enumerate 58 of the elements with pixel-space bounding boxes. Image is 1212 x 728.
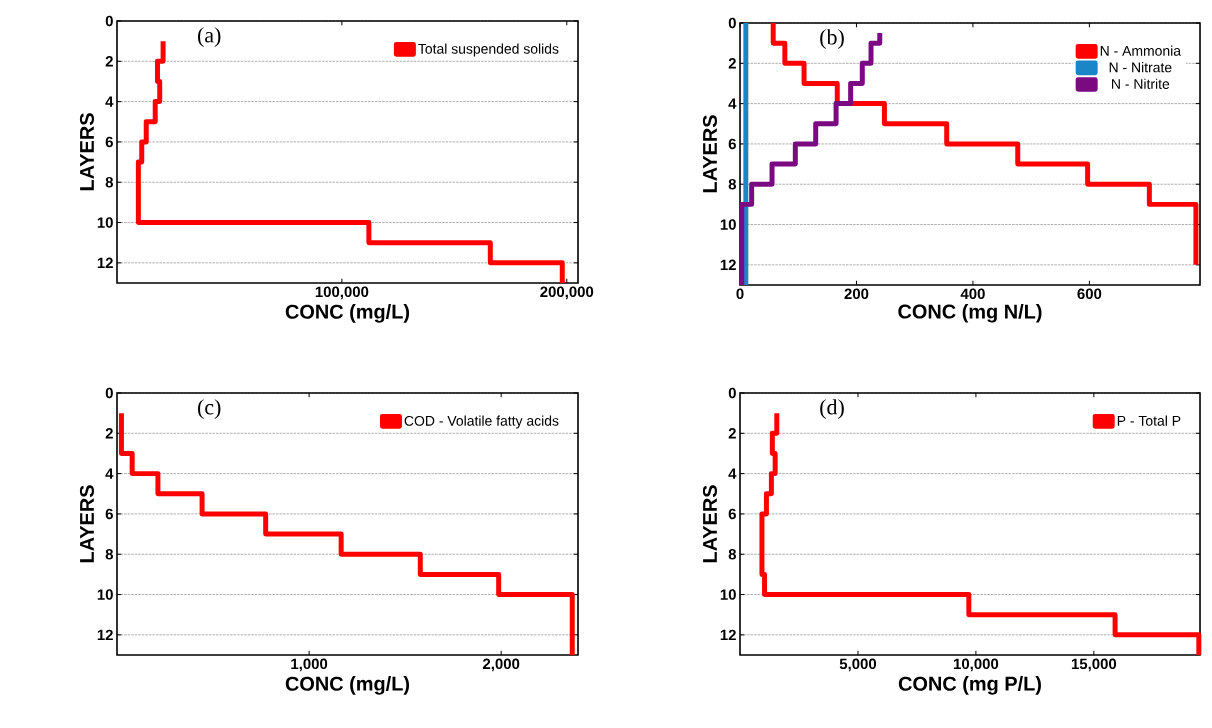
y-tick-label: 0: [728, 17, 736, 29]
x-tick-label: 15,000: [1071, 658, 1117, 672]
chart-title: (a): [198, 27, 221, 48]
y-tick-label: 12: [720, 259, 736, 271]
chart-title: (c): [198, 399, 221, 420]
chart-title: (b): [820, 29, 844, 50]
x-axis-title: CONC (mg N/L): [898, 303, 1042, 323]
legend-label: Total suspended solids: [418, 43, 559, 57]
x-axis-title: CONC (mg/L): [285, 304, 410, 323]
y-tick-label: 8: [728, 548, 737, 560]
x-tick-label: 10,000: [953, 658, 999, 672]
chart-title: (d): [820, 399, 844, 420]
y-tick-label: 0: [105, 387, 113, 399]
y-axis-title: LAYERS: [79, 485, 94, 563]
y-tick-label: 12: [720, 629, 736, 641]
x-tick-label: 200,000: [540, 286, 594, 300]
y-tick-label: 2: [105, 56, 113, 67]
x-tick-label: 5,000: [839, 658, 877, 672]
y-tick-label: 8: [105, 548, 114, 560]
y-tick-label: 2: [728, 58, 736, 69]
legend-label: N - Nitrite: [1112, 78, 1170, 89]
legend-label: N - Ammonia: [1100, 45, 1182, 56]
y-axis-title: LAYERS: [702, 485, 717, 563]
x-tick-label: 600: [1077, 288, 1102, 300]
x-tick-label: 100,000: [315, 286, 369, 300]
y-tick-label: 2: [105, 428, 113, 439]
y-tick-label: 0: [105, 15, 113, 27]
y-axis-title: LAYERS: [702, 115, 717, 193]
y-tick-label: 12: [97, 257, 113, 269]
y-tick-label: 0: [728, 387, 736, 399]
y-tick-label: 2: [728, 428, 736, 439]
y-tick-label: 4: [728, 468, 737, 479]
line-series: [770, 20, 1199, 268]
x-tick-label: 2,000: [482, 658, 520, 672]
y-tick-label: 4: [105, 468, 114, 479]
x-axis-title: CONC (mg P/L): [898, 676, 1041, 695]
y-tick-label: 10: [720, 219, 736, 230]
y-tick-label: 6: [728, 138, 736, 150]
y-tick-label: 10: [720, 589, 736, 600]
y-axis-title: LAYERS: [79, 113, 94, 191]
x-axis-title: CONC (mg/L): [285, 676, 410, 695]
y-tick-label: 8: [728, 178, 737, 190]
y-tick-label: 8: [105, 176, 114, 188]
y-tick-label: 10: [97, 217, 113, 228]
y-tick-label: 6: [105, 136, 113, 148]
y-tick-label: 4: [728, 98, 737, 109]
y-tick-label: 4: [105, 96, 114, 107]
y-tick-label: 6: [728, 508, 736, 520]
x-tick-label: 200: [844, 288, 869, 300]
y-tick-label: 6: [105, 508, 113, 520]
legend-label: N - Nitrate: [1109, 62, 1172, 73]
x-tick-label: 400: [960, 288, 985, 300]
y-tick-label: 12: [97, 629, 113, 641]
x-tick-label: 1,000: [291, 658, 328, 672]
line-series: [739, 30, 883, 288]
legend-label: COD - Volatile fatty acids: [404, 415, 559, 429]
legend-label: P - Total P: [1117, 415, 1181, 426]
y-tick-label: 10: [97, 589, 113, 600]
